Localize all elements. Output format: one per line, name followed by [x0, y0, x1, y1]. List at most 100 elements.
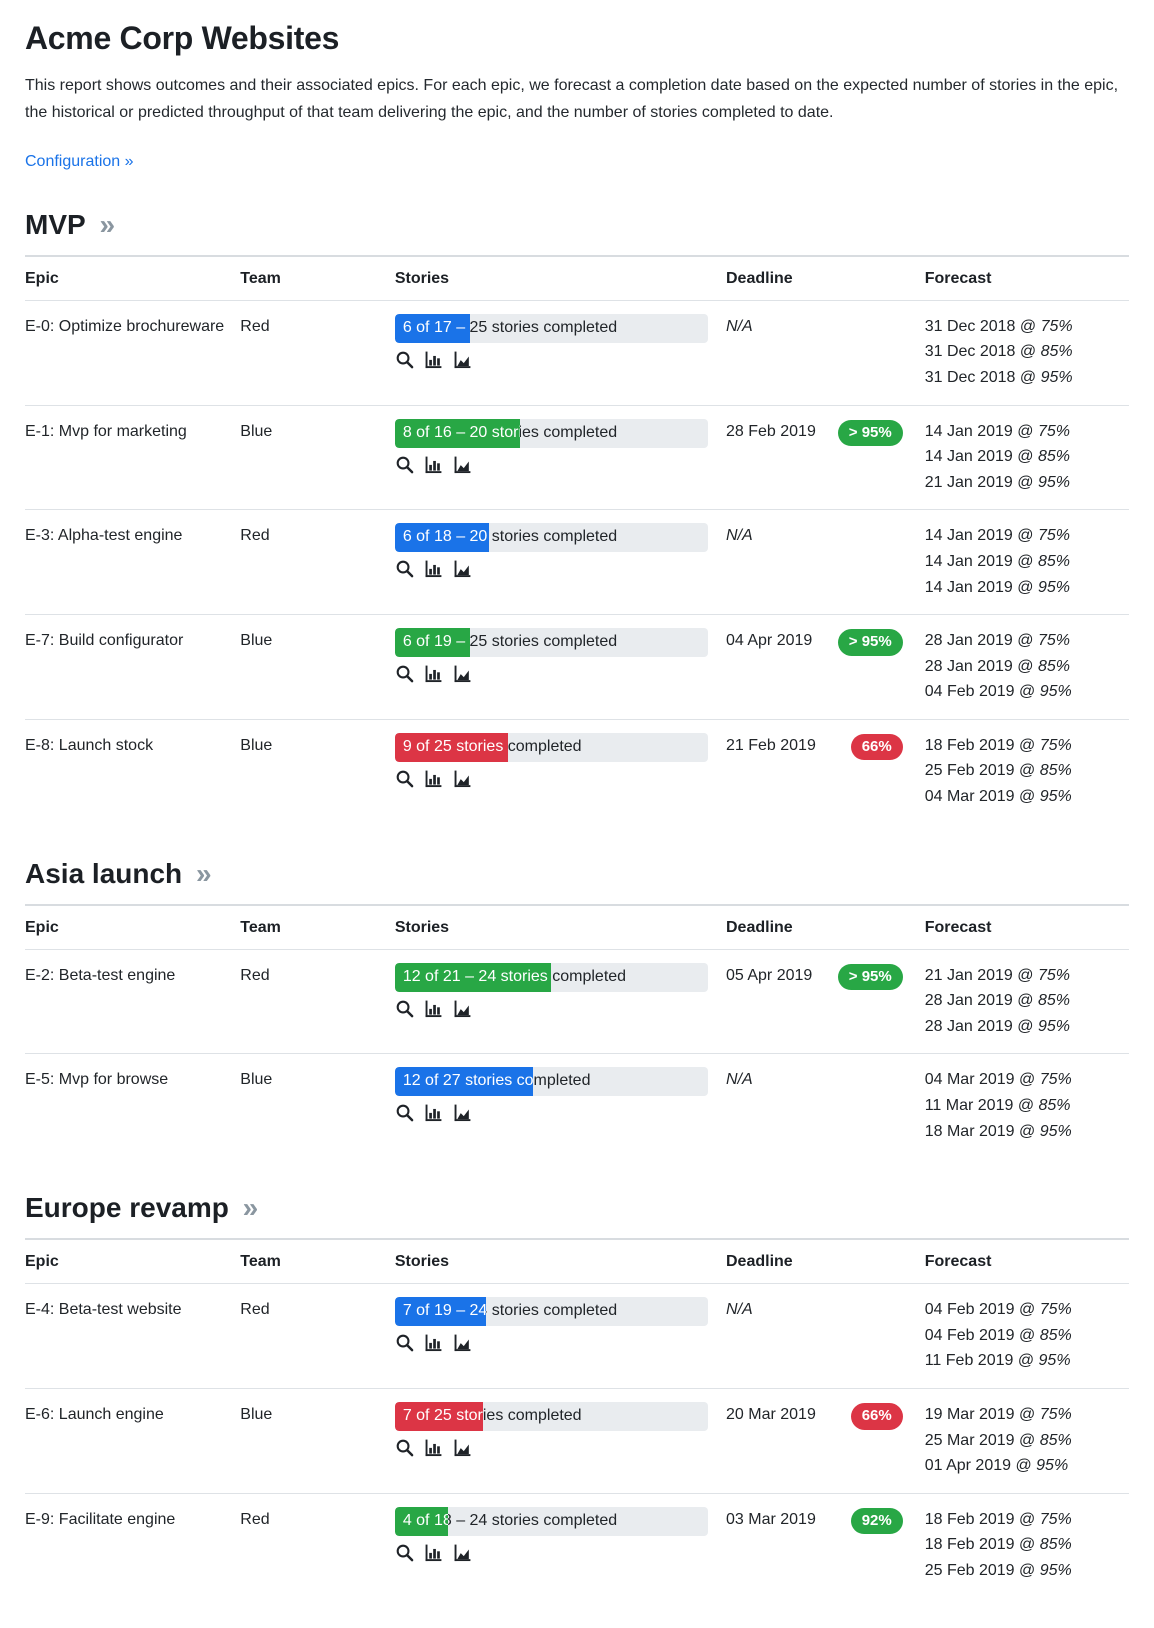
epic-row: E-5: Mvp for browse Blue 12 of 27 storie… [25, 1053, 1129, 1159]
story-actions [395, 559, 718, 578]
forecast-line: 04 Feb 2019 @ 85% [924, 1326, 1072, 1344]
forecast-dates: 14 Jan 2019 @ 75% 14 Jan 2019 @ 85% 21 Jan… [924, 404, 1129, 510]
page-title: Acme Corp Websites [25, 20, 340, 56]
forecast-line: 04 Mar 2019 @ 75% [924, 1071, 1072, 1089]
deadline-date: N/A [726, 1071, 753, 1089]
search-icon[interactable] [395, 559, 414, 578]
area-chart-icon[interactable] [453, 999, 472, 1018]
stories-progress-label-overlay: 8 of 16 – 20 stories completed [402, 423, 520, 441]
epics-table: Epic Team Stories Deadline Forecast E-2: Bet… [25, 903, 1129, 1159]
story-actions [395, 1333, 718, 1352]
forecast-line: 14 Jan 2019 @ 85% [924, 448, 1070, 466]
team-name: Red [240, 509, 395, 615]
bar-chart-icon[interactable] [424, 664, 443, 683]
forecast-line: 25 Feb 2019 @ 85% [924, 762, 1072, 780]
column-header-forecast: Forecast [924, 254, 1129, 301]
forecast-probability-badge: > 95% [837, 629, 903, 656]
deadline-date: N/A [726, 317, 753, 335]
forecast-dates: 21 Jan 2019 @ 75% 28 Jan 2019 @ 85% 28 Jan… [925, 949, 1129, 1054]
epics-table: Epic Team Stories Deadline Forecast E-0: Opt… [25, 254, 1129, 824]
bar-chart-icon[interactable] [424, 559, 443, 578]
epic-name: E-1: Mvp for marketing [25, 404, 241, 510]
stories-progress-fill: 6 of 19 – 25 stories completed [394, 628, 470, 658]
chevron-right-icon[interactable]: » [188, 857, 212, 889]
story-actions [395, 1438, 718, 1457]
story-actions [395, 1543, 718, 1562]
area-chart-icon[interactable] [453, 455, 472, 474]
stories-progress-bar: 12 of 27 stories completed 12 of 27 stor… [394, 1067, 708, 1097]
area-chart-icon[interactable] [453, 1543, 472, 1562]
forecast-dates: 19 Mar 2019 @ 75% 25 Mar 2019 @ 85% 01 Apr… [924, 1388, 1129, 1494]
forecast-dates: 04 Feb 2019 @ 75% 04 Feb 2019 @ 85% 11 Feb… [925, 1284, 1129, 1389]
outcome-section: MVP » Epic Team Stories Deadline Forecast E-… [25, 209, 1129, 824]
search-icon[interactable] [395, 1103, 414, 1122]
area-chart-icon[interactable] [453, 559, 472, 578]
stories-progress-fill: 6 of 17 – 25 stories completed [394, 313, 470, 343]
forecast-line: 04 Feb 2019 @ 75% [924, 1301, 1072, 1319]
outcome-link[interactable]: Europe revamp » [25, 1192, 1129, 1224]
chevron-right-icon[interactable]: » [91, 208, 116, 240]
story-actions [395, 1103, 718, 1122]
column-header-stories: Stories [394, 903, 726, 950]
stories-progress-bar: 7 of 25 stories completed 7 of 25 storie… [394, 1402, 708, 1431]
deadline-date: 03 Mar 2019 [726, 1510, 816, 1528]
area-chart-icon[interactable] [453, 1333, 472, 1352]
outcome-section: Europe revamp » Epic Team Stories Deadline F… [25, 1192, 1129, 1598]
bar-chart-icon[interactable] [424, 1543, 443, 1562]
bar-chart-icon[interactable] [424, 1103, 443, 1122]
search-icon[interactable] [395, 1333, 414, 1352]
forecast-probability-badge: 92% [850, 1507, 903, 1535]
outcome-link[interactable]: MVP » [25, 209, 1129, 241]
stories-progress-label-overlay: 9 of 25 stories completed [402, 737, 508, 755]
search-icon[interactable] [395, 1543, 414, 1562]
column-header-epic: Epic [25, 903, 241, 950]
search-icon[interactable] [395, 350, 414, 369]
area-chart-icon[interactable] [453, 350, 472, 369]
area-chart-icon[interactable] [453, 664, 472, 683]
column-header-deadline: Deadline [726, 903, 925, 950]
stories-progress-bar: 9 of 25 stories completed 9 of 25 storie… [394, 732, 708, 762]
stories-progress-bar: 4 of 18 – 24 stories completed 4 of 18 –… [394, 1506, 708, 1536]
report-description: This report shows outcomes and their ass… [25, 77, 1119, 121]
search-icon[interactable] [395, 1438, 414, 1457]
column-header-team: Team [240, 903, 395, 950]
epic-row: E-8: Launch stock Blue 9 of 25 stories c… [25, 718, 1129, 824]
search-icon[interactable] [395, 664, 414, 683]
search-icon[interactable] [395, 455, 414, 474]
search-icon[interactable] [395, 999, 414, 1018]
column-header-forecast: Forecast [924, 903, 1129, 950]
stories-progress-bar: 7 of 19 – 24 stories completed 7 of 19 –… [394, 1297, 708, 1327]
forecast-line: 28 Jan 2019 @ 85% [924, 992, 1070, 1010]
forecast-dates: 18 Feb 2019 @ 75% 18 Feb 2019 @ 85% 25 Feb… [924, 1492, 1129, 1598]
area-chart-icon[interactable] [453, 769, 472, 788]
column-header-forecast: Forecast [924, 1238, 1129, 1285]
stories-progress-fill: 4 of 18 – 24 stories completed [394, 1506, 449, 1536]
forecast-probability-badge: 66% [850, 733, 903, 761]
search-icon[interactable] [395, 769, 414, 788]
chevron-right-icon[interactable]: » [234, 1192, 259, 1224]
forecast-line: 21 Jan 2019 @ 75% [924, 966, 1070, 984]
area-chart-icon[interactable] [453, 1438, 472, 1457]
deadline-date: 05 Apr 2019 [726, 966, 813, 984]
column-header-deadline: Deadline [726, 1238, 925, 1285]
stories-progress-bar: 12 of 21 – 24 stories completed 12 of 21… [394, 962, 708, 992]
outcome-link[interactable]: Asia launch » [25, 858, 1129, 890]
bar-chart-icon[interactable] [424, 1333, 443, 1352]
column-header-deadline: Deadline [726, 254, 925, 301]
epic-row: E-4: Beta-test website Red 7 of 19 – 24 … [25, 1284, 1129, 1389]
stories-progress-fill: 8 of 16 – 20 stories completed [394, 418, 521, 448]
bar-chart-icon[interactable] [424, 769, 443, 788]
outcome-title: MVP [25, 208, 86, 240]
configuration-link[interactable]: Configuration » [25, 152, 134, 170]
bar-chart-icon[interactable] [424, 1438, 443, 1457]
forecast-line: 14 Jan 2019 @ 75% [924, 527, 1070, 545]
stories-progress-label-overlay: 7 of 19 – 24 stories completed [402, 1302, 486, 1320]
epic-row: E-3: Alpha-test engine Red 6 of 18 – 20 … [25, 509, 1129, 615]
bar-chart-icon[interactable] [424, 999, 443, 1018]
area-chart-icon[interactable] [453, 1103, 472, 1122]
epic-row: E-6: Launch engine Blue 7 of 25 stories … [25, 1388, 1129, 1494]
bar-chart-icon[interactable] [424, 350, 443, 369]
table-header-row: Epic Team Stories Deadline Forecast [25, 254, 1129, 301]
bar-chart-icon[interactable] [424, 455, 443, 474]
